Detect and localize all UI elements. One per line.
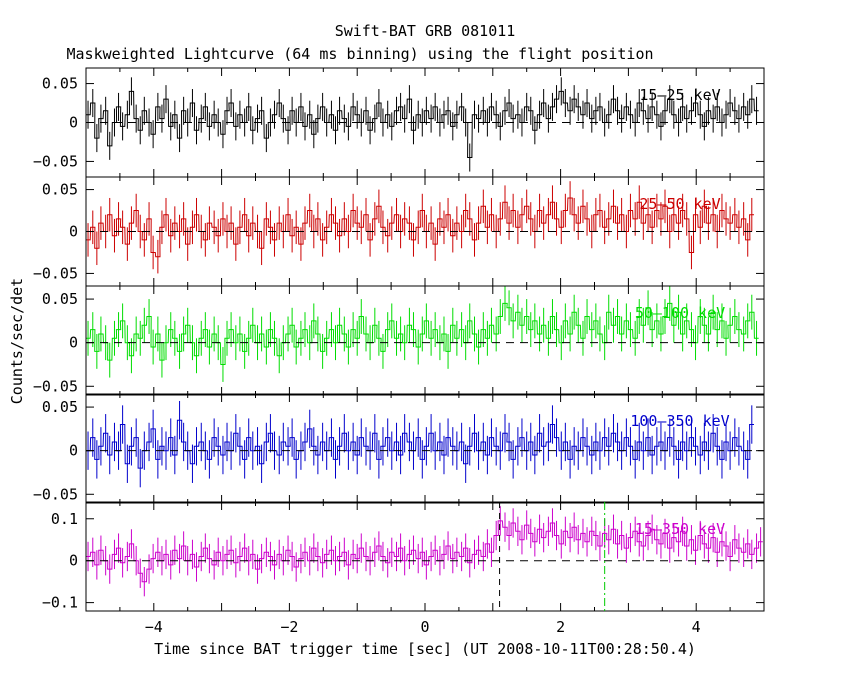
y-tick-label-15-25-kev: 0.05 (42, 75, 78, 93)
y-axis-label: Counts/sec/det (8, 278, 26, 404)
y-tick-label-100-350-kev: −0.05 (33, 485, 78, 503)
y-tick-label-15-25-kev: 0 (69, 114, 78, 132)
y-tick-label-15-25-kev: −0.05 (33, 152, 78, 170)
x-tick-label: 2 (556, 618, 565, 636)
y-tick-label-100-350-kev: 0.05 (42, 398, 78, 416)
band-label-15-350-kev: 15–350 keV (635, 520, 725, 538)
x-tick-label: −2 (280, 618, 298, 636)
x-tick-label: −4 (145, 618, 163, 636)
y-tick-label-25-50-kev: −0.05 (33, 264, 78, 282)
band-label-25-50-kev: 25–50 keV (639, 195, 720, 213)
lightcurve-15-350-kev (86, 520, 763, 583)
chart-title: Swift-BAT GRB 081011 (335, 22, 516, 40)
y-tick-label-50-100-kev: 0 (69, 334, 78, 352)
y-tick-label-50-100-kev: −0.05 (33, 377, 78, 395)
y-tick-label-100-350-kev: 0 (69, 442, 78, 460)
x-axis-label: Time since BAT trigger time [sec] (UT 20… (154, 640, 696, 658)
y-tick-label-50-100-kev: 0.05 (42, 290, 78, 308)
y-tick-label-25-50-kev: 0 (69, 223, 78, 241)
y-tick-label-15-350-kev: 0 (69, 552, 78, 570)
lightcurve-25-50-kev (86, 197, 754, 258)
y-tick-label-15-350-kev: −0.1 (42, 594, 78, 612)
band-label-100-350-kev: 100–350 keV (630, 412, 729, 430)
x-tick-label: 4 (692, 618, 701, 636)
band-label-50-100-kev: 50–100 keV (635, 304, 725, 322)
chart-subtitle: Maskweighted Lightcurve (64 ms binning) … (67, 45, 654, 63)
panels-group: 0.05 0 −0.05 15–25 keV 0.05 0 −0.05 25–50 keV 0.… (33, 67, 765, 636)
band-label-15-25-kev: 15–25 keV (639, 86, 720, 104)
y-tick-label-15-350-kev: 0.1 (51, 510, 78, 528)
x-tick-label: 0 (420, 618, 429, 636)
lightcurve-50-100-kev (86, 302, 759, 365)
y-tick-label-25-50-kev: 0.05 (42, 181, 78, 199)
lightcurve-100-350-kev (86, 419, 754, 469)
